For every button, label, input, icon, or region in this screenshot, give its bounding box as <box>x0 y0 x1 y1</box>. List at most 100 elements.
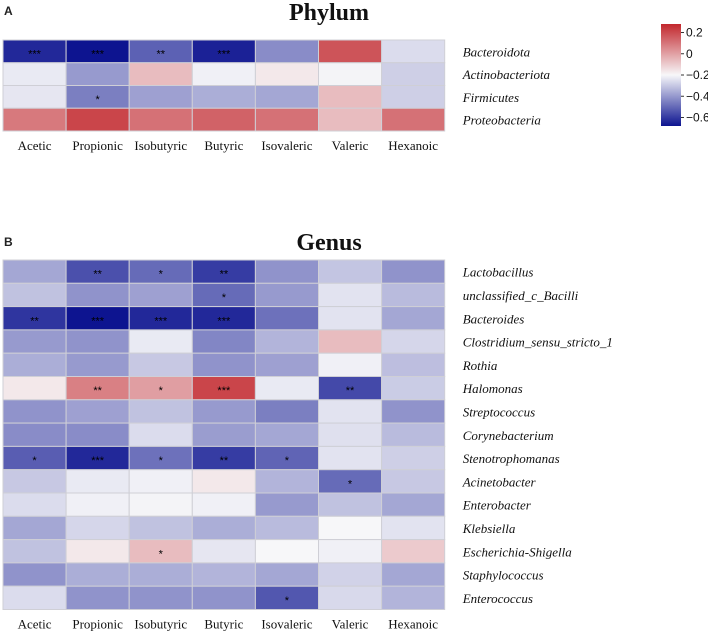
row-label-bacteroidota: Bacteroidota <box>463 44 531 59</box>
row-label-klebsiella: Klebsiella <box>462 521 516 536</box>
row-label-escherichia-shigella: Escherichia-Shigella <box>462 544 573 559</box>
row-label-enterococcus: Enterococcus <box>462 591 533 606</box>
column-label-valeric: Valeric <box>332 617 369 632</box>
genus-y-labels: Lactobacillus unclassified_c_Bacilli Bacte… <box>462 265 613 606</box>
cell-bacteroides-valeric <box>318 306 383 331</box>
cell-escherichia-shigella-hexanoic <box>381 539 446 564</box>
cell-stenotrophomanas-valeric <box>318 445 383 471</box>
column-label-acetic: Acetic <box>18 138 52 153</box>
cell-escherichia-shigella-isovaleric <box>254 539 319 564</box>
column-label-isobutyric: Isobutyric <box>134 617 187 632</box>
significance-mark: ** <box>30 315 39 327</box>
significance-mark: *** <box>91 455 105 467</box>
cell-streptococcus-isobutyric <box>128 399 193 424</box>
cell-enterococcus-butyric <box>191 585 256 611</box>
cell-bacteroidota-hexanoic <box>381 39 446 64</box>
panel-label-b: B <box>4 235 13 249</box>
cell-corynebacterium-valeric <box>318 422 383 447</box>
significance-mark: * <box>96 94 101 106</box>
cell-unclassified-c-bacilli-isovaleric <box>254 282 319 308</box>
significance-mark: *** <box>217 48 231 60</box>
significance-mark: * <box>159 385 164 397</box>
column-label-isovaleric: Isovaleric <box>261 138 312 153</box>
column-label-propionic: Propionic <box>72 138 123 153</box>
cell-rothia-isovaleric <box>254 352 319 378</box>
cell-streptococcus-propionic <box>65 399 130 424</box>
cell-enterococcus-propionic <box>65 585 130 611</box>
cell-firmicutes-isobutyric <box>128 85 193 109</box>
cell-lactobacillus-acetic <box>2 259 67 284</box>
colorbar-tick-label: 0.2 <box>686 26 703 40</box>
cell-acinetobacter-acetic <box>2 469 67 494</box>
cell-corynebacterium-acetic <box>2 422 67 447</box>
cell-proteobacteria-isobutyric <box>128 107 193 132</box>
cell-escherichia-shigella-acetic <box>2 539 67 564</box>
row-label-lactobacillus: Lactobacillus <box>462 265 534 280</box>
column-label-valeric: Valeric <box>332 138 369 153</box>
colorbar-tick-label: −0.4 <box>686 89 708 103</box>
cell-proteobacteria-isovaleric <box>254 107 319 132</box>
column-label-isovaleric: Isovaleric <box>261 617 312 632</box>
cell-staphylococcus-isovaleric <box>254 562 319 587</box>
cell-halomonas-hexanoic <box>381 376 446 401</box>
cell-staphylococcus-butyric <box>191 562 256 587</box>
colorbar-tick-label: −0.2 <box>686 68 708 82</box>
cell-corynebacterium-hexanoic <box>381 422 446 447</box>
cell-enterobacter-isovaleric <box>254 492 319 517</box>
cell-klebsiella-isovaleric <box>254 515 319 541</box>
significance-mark: * <box>285 455 290 467</box>
cell-corynebacterium-propionic <box>65 422 130 447</box>
significance-mark: *** <box>91 48 105 60</box>
cell-bacteroidota-isovaleric <box>254 39 319 64</box>
cell-bacteroidota-valeric <box>318 39 383 64</box>
cell-klebsiella-isobutyric <box>128 515 193 541</box>
cell-firmicutes-isovaleric <box>254 85 319 109</box>
colorbar-ticks: 0.2 0 −0.2 −0.4 −0.6 <box>681 26 708 125</box>
row-label-unclassified-c-bacilli: unclassified_c_Bacilli <box>463 288 579 303</box>
cell-staphylococcus-valeric <box>318 562 383 587</box>
phylum-x-labels: Acetic Propionic Isobutyric Butyric Isovaler… <box>18 138 439 153</box>
column-label-hexanoic: Hexanoic <box>388 138 438 153</box>
cell-escherichia-shigella-propionic <box>65 539 130 564</box>
colorbar-tick-label: 0 <box>686 47 693 61</box>
cell-proteobacteria-butyric <box>191 107 256 132</box>
phylum-y-labels: Bacteroidota Actinobacteriota Firmicutes Pr… <box>462 44 551 127</box>
cell-firmicutes-acetic <box>2 85 67 109</box>
cell-klebsiella-hexanoic <box>381 515 446 541</box>
cell-corynebacterium-butyric <box>191 422 256 447</box>
cell-bacteroides-hexanoic <box>381 306 446 331</box>
row-label-acinetobacter: Acinetobacter <box>462 474 537 489</box>
significance-mark: ** <box>220 455 229 467</box>
cell-klebsiella-butyric <box>191 515 256 541</box>
cell-acinetobacter-hexanoic <box>381 469 446 494</box>
significance-mark: * <box>348 478 353 490</box>
cell-enterobacter-hexanoic <box>381 492 446 517</box>
cell-streptococcus-acetic <box>2 399 67 424</box>
phylum-title: Phylum <box>289 0 369 26</box>
cell-klebsiella-propionic <box>65 515 130 541</box>
cell-staphylococcus-propionic <box>65 562 130 587</box>
row-label-bacteroides: Bacteroides <box>463 311 525 326</box>
cell-rothia-butyric <box>191 352 256 378</box>
genus-title: Genus <box>296 230 361 256</box>
significance-mark: * <box>32 455 37 467</box>
cell-acinetobacter-isobutyric <box>128 469 193 494</box>
row-label-stenotrophomanas: Stenotrophomanas <box>463 451 560 466</box>
genus-x-labels: Acetic Propionic Isobutyric Butyric Isovaler… <box>18 617 439 632</box>
cell-actinobacteriota-valeric <box>318 62 383 86</box>
cell-halomonas-isovaleric <box>254 376 319 401</box>
cell-proteobacteria-valeric <box>318 107 383 132</box>
cell-clostridium-sensu-stricto-1-isovaleric <box>254 329 319 354</box>
cell-actinobacteriota-isobutyric <box>128 62 193 86</box>
phylum-heatmap: *** *** ** **** <box>2 39 446 132</box>
cell-rothia-isobutyric <box>128 352 193 378</box>
significance-mark: ** <box>156 48 165 60</box>
cell-firmicutes-valeric <box>318 85 383 109</box>
significance-mark: * <box>285 595 290 607</box>
cell-bacteroides-isovaleric <box>254 306 319 331</box>
cell-clostridium-sensu-stricto-1-butyric <box>191 329 256 354</box>
cell-enterococcus-valeric <box>318 585 383 611</box>
row-label-staphylococcus: Staphylococcus <box>463 568 544 583</box>
cell-streptococcus-isovaleric <box>254 399 319 424</box>
